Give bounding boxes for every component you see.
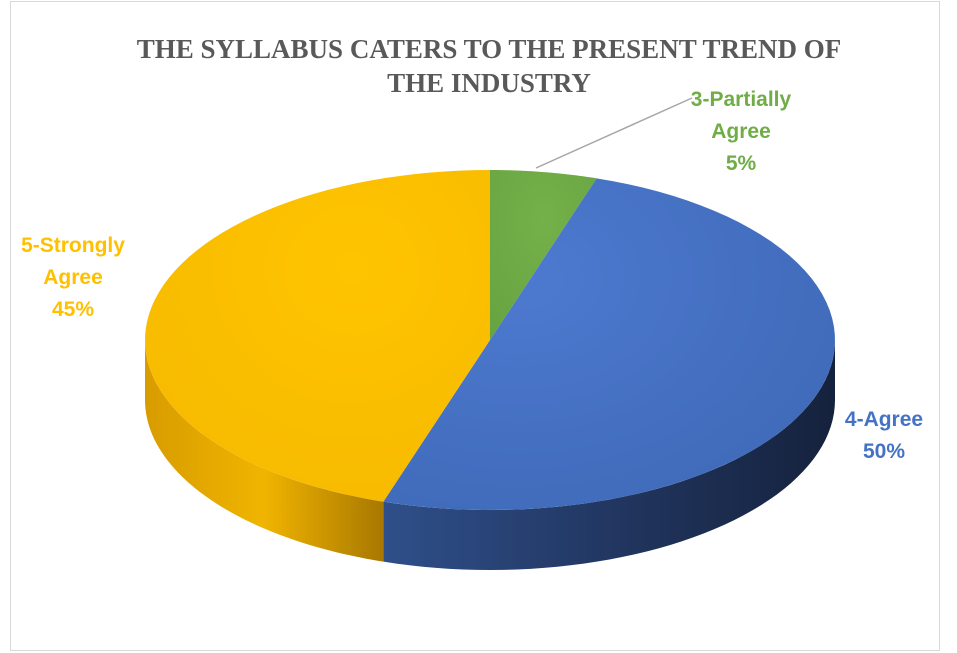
data-label-partially-agree-name-2: Agree — [711, 120, 771, 143]
pie-slice-strongly-agree[interactable] — [145, 170, 490, 502]
data-label-partially-agree-pct: 5% — [726, 152, 757, 175]
pie-tops — [145, 170, 835, 510]
pie-slice-agree[interactable] — [383, 178, 835, 510]
chart-title: THE SYLLABUS CATERS TO THE PRESENT TREND… — [137, 34, 841, 98]
pie-side-agree — [383, 340, 835, 570]
chart-title-line-2: THE INDUSTRY — [387, 68, 591, 98]
data-label-strongly-agree-pct: 45% — [52, 298, 94, 321]
data-label-partially-agree-name-1: 3-Partially — [691, 88, 792, 111]
leader-line — [535, 97, 693, 169]
data-label-strongly-agree-name-2: Agree — [43, 266, 103, 289]
data-labels: 3-Partially Agree 5% 4-Agree 50% 5-Stron… — [21, 88, 923, 463]
data-label-agree-pct: 50% — [863, 440, 905, 463]
pie-sides — [145, 340, 835, 570]
chart-title-line-1: THE SYLLABUS CATERS TO THE PRESENT TREND… — [137, 34, 841, 64]
data-label-strongly-agree-name-1: 5-Strongly — [21, 234, 125, 257]
pie-slice-partially-agree[interactable] — [490, 170, 597, 340]
pie-side-strongly-agree — [145, 340, 384, 562]
data-label-agree-name: 4-Agree — [845, 408, 923, 431]
